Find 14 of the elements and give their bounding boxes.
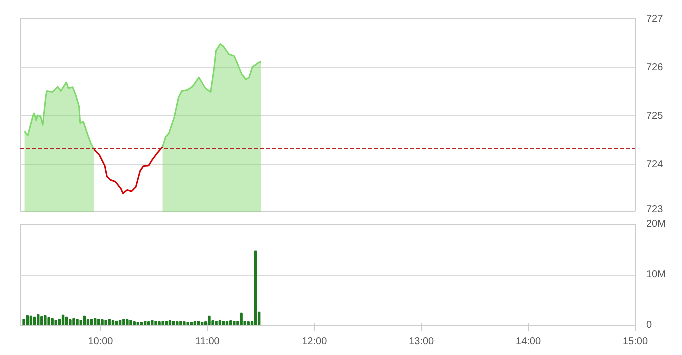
x-tick-label: 14:00 [516, 336, 542, 348]
x-tick-label: 10:00 [88, 336, 114, 348]
y-tick-label: 725 [646, 111, 664, 122]
line-series [94, 146, 164, 194]
y-tick-label: 727 [646, 14, 664, 25]
y-tick-label: 724 [646, 160, 664, 170]
y-tick-label: 0 [646, 320, 652, 331]
x-tick-label: 12:00 [302, 336, 328, 348]
x-tick-label: 13:00 [409, 336, 435, 348]
x-tick-label: 15:00 [622, 336, 648, 348]
y-tick-label: 20M [646, 219, 666, 230]
x-tick-label: 11:00 [196, 336, 220, 348]
y-tick-label: 10M [646, 270, 666, 280]
y-tick-label: 726 [646, 62, 664, 74]
